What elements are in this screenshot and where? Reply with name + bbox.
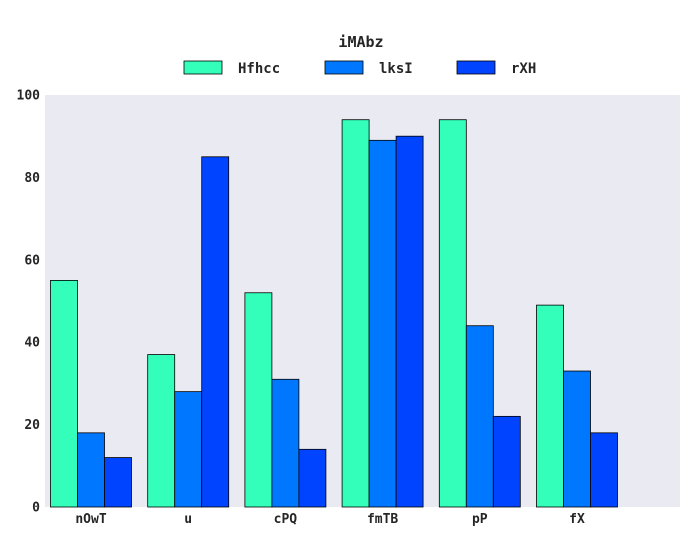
legend-swatch (324, 60, 364, 75)
x-axis-ticks: nOwT u cPQ fmTB pP fX (75, 512, 585, 527)
legend-label: rXH (511, 61, 536, 77)
legend-item-rXH: rXH (456, 60, 536, 77)
bar-Hfhcc-cPQ (244, 292, 273, 508)
x-tick-label: pP (472, 512, 488, 527)
legend-swatch (183, 60, 223, 75)
x-tick-label: fmTB (367, 512, 398, 527)
bar-Hfhcc-fmTB (341, 119, 370, 508)
y-tick-label: 80 (24, 171, 40, 186)
chart-title: iMAbz (338, 33, 383, 51)
bar-rXH-nOwT (104, 457, 132, 508)
legend-swatch (456, 60, 496, 75)
y-tick-label: 0 (32, 501, 40, 516)
bar-lksI-fX (563, 370, 591, 508)
x-tick-label: fX (569, 512, 585, 527)
bar-rXH-pP (492, 415, 521, 508)
y-tick-label: 60 (24, 253, 40, 268)
bar-rXH-u (201, 156, 230, 508)
x-tick-label: cPQ (274, 512, 298, 527)
bar-rXH-fX (590, 432, 618, 508)
bar-lksI-pP (465, 325, 494, 508)
bar-rXH-cPQ (298, 448, 327, 508)
legend-item-lksI: lksI (324, 60, 413, 77)
bar-Hfhcc-u (147, 354, 176, 508)
y-tick-label: 40 (24, 336, 40, 351)
bar-Hfhcc-pP (438, 119, 467, 508)
legend-item-Hfhcc: Hfhcc (183, 60, 280, 77)
bar-lksI-cPQ (271, 378, 300, 508)
x-tick-label: nOwT (75, 512, 106, 527)
bars-group (50, 119, 618, 508)
bar-lksI-nOwT (77, 432, 105, 508)
bar-Hfhcc-nOwT (50, 279, 78, 508)
y-tick-label: 20 (24, 418, 40, 433)
legend-label: Hfhcc (238, 61, 280, 77)
legend-label: lksI (379, 61, 413, 77)
bar-rXH-fmTB (395, 135, 424, 508)
bar-Hfhcc-fX (536, 304, 564, 508)
y-axis-ticks: 0 20 40 60 80 100 (17, 89, 41, 516)
y-tick-label: 100 (17, 89, 41, 104)
x-tick-label: u (184, 512, 192, 527)
legend: Hfhcc lksI rXH (183, 60, 536, 77)
bar-lksI-u (174, 391, 203, 508)
bar-lksI-fmTB (368, 139, 397, 508)
